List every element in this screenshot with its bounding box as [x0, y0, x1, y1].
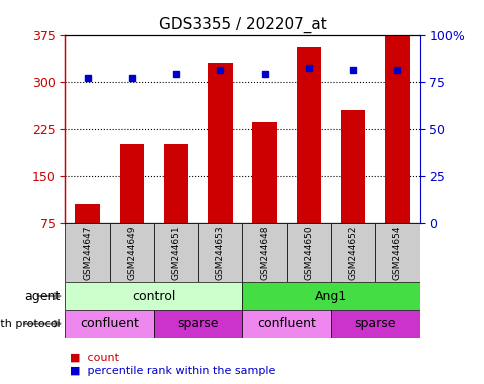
Text: GSM244651: GSM244651	[171, 225, 180, 280]
Text: agent: agent	[24, 290, 60, 303]
Bar	[65, 310, 153, 338]
Bar	[65, 223, 109, 282]
Bar	[252, 122, 276, 223]
Bar	[375, 223, 419, 282]
Text: ■  count: ■ count	[70, 353, 119, 363]
Title: GDS3355 / 202207_at: GDS3355 / 202207_at	[158, 17, 326, 33]
Bar	[164, 144, 188, 223]
Bar	[65, 282, 242, 310]
Bar	[340, 110, 364, 223]
Bar	[76, 204, 100, 223]
Text: confluent: confluent	[257, 317, 316, 330]
Bar	[384, 35, 408, 223]
Text: GSM244647: GSM244647	[83, 225, 92, 280]
Text: GSM244648: GSM244648	[259, 225, 269, 280]
Bar	[153, 310, 242, 338]
Text: growth protocol: growth protocol	[0, 319, 60, 329]
Text: GSM244654: GSM244654	[392, 225, 401, 280]
Bar	[242, 282, 419, 310]
Bar	[330, 223, 375, 282]
Text: sparse: sparse	[177, 317, 219, 330]
Text: GSM244653: GSM244653	[215, 225, 225, 280]
Bar	[286, 223, 330, 282]
Text: GSM244650: GSM244650	[304, 225, 313, 280]
Bar	[198, 223, 242, 282]
Text: sparse: sparse	[354, 317, 395, 330]
Bar	[330, 310, 419, 338]
Bar	[296, 47, 320, 223]
Bar	[242, 310, 330, 338]
Bar	[109, 223, 153, 282]
Text: ■  percentile rank within the sample: ■ percentile rank within the sample	[70, 366, 275, 376]
Bar	[120, 144, 144, 223]
Bar	[208, 63, 232, 223]
Bar	[153, 223, 198, 282]
Text: confluent: confluent	[80, 317, 139, 330]
Text: Ang1: Ang1	[314, 290, 347, 303]
Text: GSM244652: GSM244652	[348, 225, 357, 280]
Bar	[242, 223, 286, 282]
Text: GSM244649: GSM244649	[127, 225, 136, 280]
Text: control: control	[132, 290, 175, 303]
